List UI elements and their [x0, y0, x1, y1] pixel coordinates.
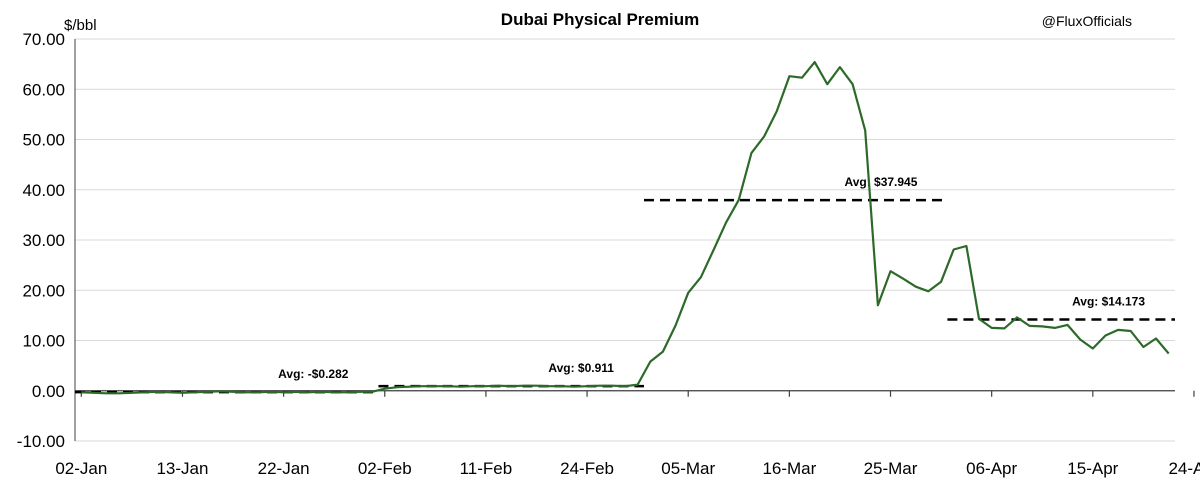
y-tick-label: 20.00 — [22, 281, 65, 300]
x-tick-label: 13-Jan — [156, 459, 208, 478]
average-label: Avg: $37.945 — [844, 175, 917, 189]
y-tick-label: 30.00 — [22, 231, 65, 250]
x-tick-label: 24-Feb — [560, 459, 614, 478]
average-lines: Avg: -$0.282 Avg: $0.911 Avg: $37.945 Avg: … — [75, 175, 1175, 394]
x-tick-label: 24-Apr — [1168, 459, 1200, 478]
x-tick-label: 15-Apr — [1067, 459, 1118, 478]
x-tick-label: 22-Jan — [258, 459, 310, 478]
y-tick-label: 0.00 — [32, 382, 65, 401]
grid-lines — [75, 38, 1175, 442]
x-tick-label: 02-Feb — [358, 459, 412, 478]
average-label: Avg: -$0.282 — [278, 367, 349, 381]
x-tick-label: 16-Mar — [762, 459, 816, 478]
x-tick-label: 02-Jan — [55, 459, 107, 478]
y-tick-label: -10.00 — [17, 432, 65, 451]
y-tick-label: 40.00 — [22, 181, 65, 200]
chart-title: Dubai Physical Premium — [501, 10, 699, 29]
x-tick-label: 11-Feb — [460, 459, 513, 478]
average-label: Avg: $14.173 — [1072, 295, 1145, 309]
average-label: Avg: $0.911 — [548, 361, 614, 375]
x-tick-label: 05-Mar — [661, 459, 715, 478]
series-line — [81, 60, 1170, 395]
y-tick-label: 50.00 — [22, 131, 65, 150]
series-lines — [81, 60, 1170, 395]
y-tick-label: 70.00 — [22, 30, 65, 49]
y-tick-label: 60.00 — [22, 80, 65, 99]
y-axis-unit: $/bbl — [64, 17, 97, 34]
x-tick-label: 25-Mar — [864, 459, 918, 478]
credit-handle: @FluxOfficials — [1042, 13, 1132, 29]
x-tick-label: 06-Apr — [966, 459, 1017, 478]
tick-labels: -10.00 0.00 10.00 20.00 30.00 40.00 50.00 60.00… — [17, 30, 1200, 478]
y-tick-label: 10.00 — [22, 332, 65, 351]
